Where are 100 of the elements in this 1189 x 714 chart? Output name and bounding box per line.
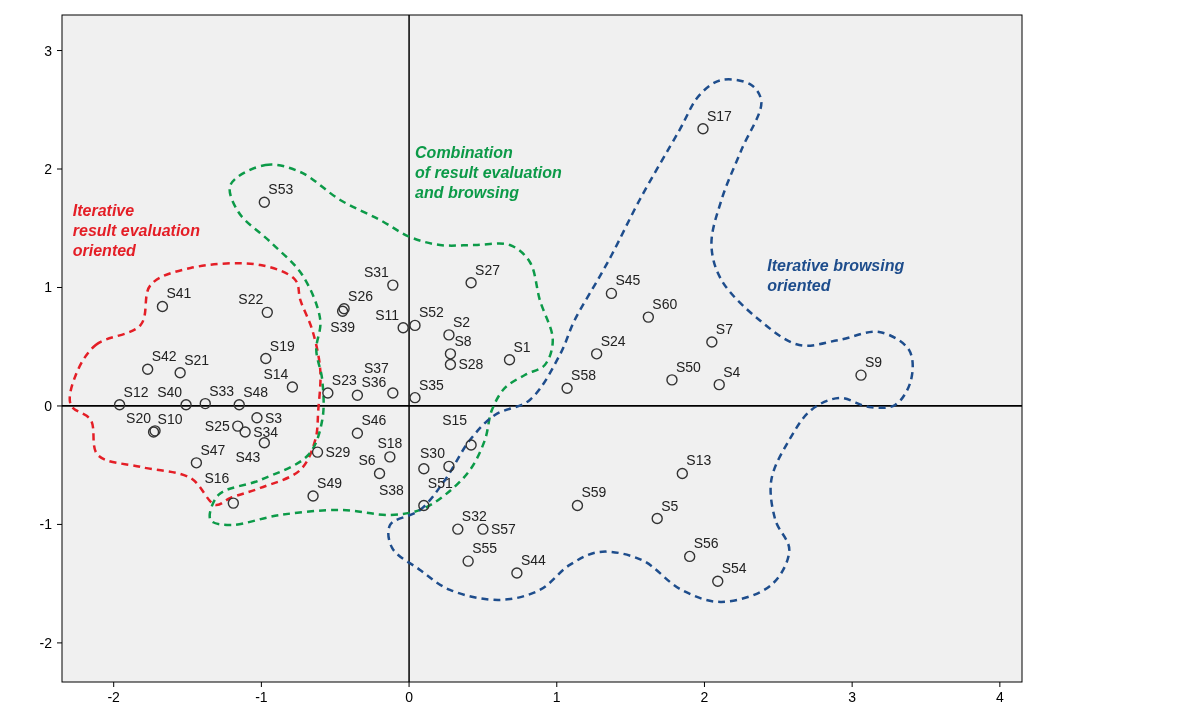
data-label: S10 <box>157 411 183 428</box>
data-label: S4 <box>723 363 741 380</box>
data-label: S42 <box>151 348 177 365</box>
data-label: S26 <box>348 287 374 304</box>
data-label: S47 <box>200 441 226 458</box>
point <box>444 358 457 371</box>
y-tick-label: 3 <box>44 42 53 59</box>
point <box>113 399 126 411</box>
point <box>351 427 364 439</box>
point <box>511 567 523 579</box>
point <box>651 512 663 525</box>
y-tick-label: 1 <box>44 279 53 296</box>
data-label: S6 <box>358 452 376 469</box>
data-label: S8 <box>454 332 472 349</box>
point <box>409 319 421 332</box>
point <box>141 363 154 375</box>
data-label: S34 <box>253 424 279 441</box>
point <box>452 523 464 535</box>
point <box>503 354 516 366</box>
data-label: S43 <box>235 448 261 465</box>
point <box>465 439 477 451</box>
point <box>418 499 430 512</box>
data-label: S16 <box>204 470 230 487</box>
point <box>286 381 299 393</box>
x-tick-label: 4 <box>995 689 1004 705</box>
data-label: S38 <box>378 482 405 499</box>
data-label: S41 <box>166 285 192 302</box>
data-label: S54 <box>721 560 747 577</box>
point <box>706 336 718 348</box>
data-label: S2 <box>452 313 471 330</box>
point <box>605 287 618 300</box>
point <box>258 196 271 208</box>
y-tick-label: -1 <box>39 516 53 533</box>
data-label: S12 <box>123 383 149 400</box>
data-label: S32 <box>461 508 487 525</box>
data-label: S49 <box>317 475 343 491</box>
x-tick-label: 1 <box>552 689 561 705</box>
data-label: S28 <box>458 356 484 373</box>
point <box>713 378 725 391</box>
data-label: S58 <box>571 367 597 384</box>
y-tick-label: 2 <box>44 161 53 178</box>
data-label: S18 <box>377 434 403 451</box>
data-label: S13 <box>686 452 712 469</box>
point <box>397 322 409 334</box>
point <box>174 367 186 379</box>
data-label: S31 <box>363 264 390 281</box>
x-tick-label: -1 <box>255 689 268 705</box>
point <box>258 436 271 449</box>
point <box>260 352 272 365</box>
point <box>384 451 396 463</box>
point <box>443 460 455 473</box>
point <box>232 420 244 432</box>
data-label: S22 <box>238 291 264 308</box>
point <box>239 426 251 438</box>
data-label: S11 <box>375 306 400 323</box>
data-label: S17 <box>706 107 733 124</box>
data-label: S37 <box>363 359 390 376</box>
data-label: S33 <box>209 382 235 399</box>
x-tick-label: 2 <box>700 689 709 705</box>
data-label: S44 <box>520 552 547 569</box>
point <box>190 457 203 469</box>
data-label: S15 <box>442 412 468 429</box>
y-tick-label: -2 <box>39 634 53 651</box>
point <box>465 277 477 289</box>
data-label: S45 <box>615 272 641 289</box>
point <box>418 463 430 475</box>
data-label: S50 <box>675 358 702 375</box>
data-label: S9 <box>865 354 883 371</box>
data-label: S30 <box>420 445 446 462</box>
data-label: S1 <box>513 338 531 355</box>
point <box>156 300 169 313</box>
data-label: S7 <box>715 320 734 337</box>
point <box>676 467 689 480</box>
data-label: S5 <box>661 497 679 514</box>
point <box>571 499 584 512</box>
point <box>642 311 655 323</box>
data-label: S24 <box>600 332 626 349</box>
x-tick-label: -2 <box>107 689 121 705</box>
data-label: S19 <box>269 337 295 354</box>
point <box>251 412 263 424</box>
point <box>683 550 696 563</box>
data-label: S39 <box>330 319 356 336</box>
data-label: S57 <box>490 521 517 538</box>
point <box>462 555 474 567</box>
point <box>712 575 724 587</box>
data-label: S55 <box>472 540 498 557</box>
x-tick-label: 3 <box>848 689 857 705</box>
point <box>697 123 709 135</box>
annotation: Iterative browsing oriented <box>767 256 905 294</box>
point <box>666 374 678 386</box>
data-label: S51 <box>427 474 453 491</box>
data-label: S14 <box>263 366 289 382</box>
data-label: S48 <box>243 383 269 400</box>
data-label: S27 <box>475 261 501 278</box>
point <box>199 397 211 410</box>
data-label: S35 <box>418 376 445 393</box>
point <box>227 497 240 509</box>
data-label: S52 <box>418 304 445 321</box>
data-label: S25 <box>204 418 230 435</box>
point <box>443 329 455 341</box>
